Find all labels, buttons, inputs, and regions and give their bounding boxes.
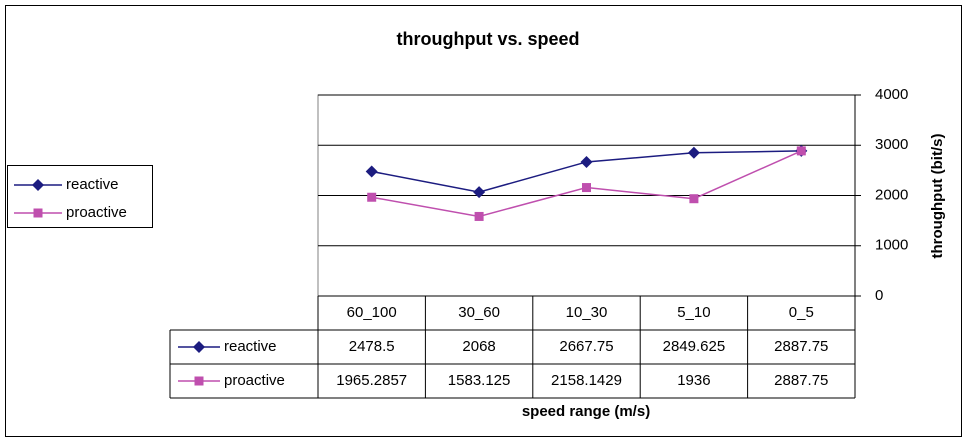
data-point [367,192,377,202]
legend-box [7,165,153,228]
table-key-marker [194,376,204,386]
table-cell: 2667.75 [559,338,613,355]
table-cell: 2158.1429 [551,372,622,389]
table-cell: 2887.75 [774,338,828,355]
x-tick-label: 30_60 [458,304,500,321]
table-cell: 1583.125 [448,372,511,389]
x-tick-label: 0_5 [789,304,814,321]
table-cell: 1965.2857 [336,372,407,389]
legend-marker [33,208,43,218]
legend-marker [32,179,44,191]
y-tick-label: 3000 [875,136,908,153]
x-tick-label: 10_30 [566,304,608,321]
data-point [689,194,699,204]
data-point [580,155,593,168]
table-row-label: proactive [224,372,285,389]
chart-title: throughput vs. speed [396,29,579,49]
x-tick-label: 60_100 [347,304,397,321]
y-tick-label: 0 [875,287,883,304]
legend-label: proactive [66,204,127,221]
data-point [582,183,591,193]
y-axis-title: throughput (bit/s) [929,134,946,259]
table-cell: 2068 [462,338,495,355]
table-cell: 1936 [677,372,710,389]
legend-label: reactive [66,176,119,193]
table-key-marker [193,341,205,353]
data-point [365,165,378,178]
y-tick-label: 2000 [875,186,908,203]
data-point [473,186,486,199]
data-point [796,146,806,156]
x-tick-label: 5_10 [677,304,710,321]
table-cell: 2478.5 [349,338,395,355]
x-axis-title: speed range (m/s) [522,403,650,420]
y-tick-label: 1000 [875,237,908,254]
table-cell: 2849.625 [663,338,726,355]
table-row-label: reactive [224,338,277,355]
table-cell: 2887.75 [774,372,828,389]
y-tick-label: 4000 [875,86,908,103]
data-point [687,146,700,159]
data-point [474,211,484,221]
